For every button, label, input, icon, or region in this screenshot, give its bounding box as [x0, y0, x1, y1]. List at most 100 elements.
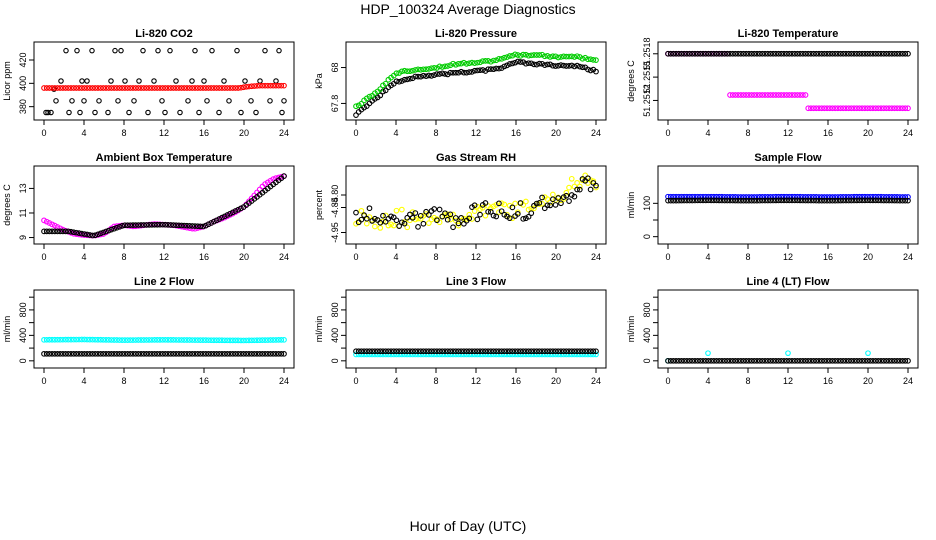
series-2-point	[43, 85, 50, 91]
series-2-point	[843, 50, 849, 57]
series-1-point	[479, 204, 486, 211]
series-2-point	[423, 66, 429, 73]
series-2-point	[173, 350, 179, 357]
series-2-point	[232, 350, 239, 357]
series-2-point	[232, 208, 239, 214]
series-2-point	[232, 85, 239, 91]
series-1-point	[442, 71, 448, 77]
series-2-point	[716, 50, 723, 57]
series-2-point	[867, 50, 874, 57]
x-tick-label: 8	[121, 252, 126, 262]
series-1-point	[590, 178, 597, 185]
series-1-point	[105, 337, 112, 343]
series-2-point	[68, 350, 74, 357]
series-2-point	[240, 84, 247, 91]
series-2-point	[832, 50, 839, 57]
series-1-point	[743, 92, 750, 98]
series-2-point	[262, 350, 268, 357]
series-2-point	[436, 206, 443, 213]
series-1-point	[227, 337, 233, 344]
series-1-point	[149, 337, 155, 343]
series-2-point	[205, 350, 212, 357]
series-2-point	[211, 85, 217, 91]
series-2-point	[740, 50, 747, 57]
series-1-point	[393, 207, 400, 214]
series-1-point	[251, 337, 258, 344]
series-2-point	[70, 85, 77, 91]
series-2-point	[200, 350, 206, 357]
series-1-point	[756, 92, 763, 98]
series-2-point	[872, 50, 879, 57]
series-2-point	[425, 212, 432, 218]
series-1-point	[883, 105, 890, 112]
series-1-point	[864, 193, 871, 200]
series-1-point	[574, 179, 580, 186]
series-2-point	[781, 197, 787, 204]
series-2-point	[568, 53, 575, 60]
series-2-point	[463, 61, 470, 67]
series-1-point	[224, 337, 231, 344]
series-2-point	[62, 350, 69, 357]
series-2-point	[665, 357, 671, 364]
series-2-point	[536, 52, 543, 58]
series-2-point	[469, 348, 475, 355]
x-tick-label: 8	[433, 128, 438, 138]
series-2-point	[442, 210, 448, 217]
series-2-point	[270, 350, 277, 357]
series-2-point	[259, 82, 266, 89]
series-2-point	[878, 50, 884, 57]
series-1-point	[824, 105, 830, 112]
series-2-point	[197, 85, 204, 91]
series-2-point	[713, 357, 720, 364]
series-1-point	[92, 109, 98, 116]
series-1-point	[748, 194, 755, 200]
series-2-point	[517, 200, 524, 206]
series-2-point	[425, 66, 432, 72]
series-2-point	[127, 350, 134, 357]
series-1-point	[813, 105, 820, 112]
series-1-point	[178, 337, 185, 343]
series-1-point	[447, 216, 454, 223]
series-1-point	[523, 198, 529, 205]
series-2-point	[781, 50, 787, 57]
series-2-point	[848, 50, 855, 57]
series-1-point	[208, 337, 215, 344]
series-2-point	[590, 57, 597, 63]
series-2-point	[92, 350, 99, 357]
series-1-point	[175, 337, 182, 343]
series-2-point	[200, 85, 206, 91]
series-2-point	[789, 357, 795, 364]
series-2-point	[702, 197, 709, 204]
series-2-point	[372, 215, 378, 222]
series-1-point	[737, 92, 744, 98]
y-tick-label: 400	[330, 328, 340, 343]
series-1-point	[867, 105, 874, 112]
x-tick-label: 4	[81, 252, 86, 262]
series-2-point	[425, 348, 432, 355]
series-1-point	[81, 98, 87, 104]
series-2-point	[856, 50, 863, 57]
series-1-point	[43, 109, 49, 116]
series-2-point	[816, 50, 822, 57]
x-tick-label: 4	[705, 252, 710, 262]
series-2-point	[442, 348, 448, 355]
series-1-point	[799, 92, 806, 98]
series-2-point	[353, 103, 359, 110]
series-1-point	[541, 62, 548, 68]
series-2-point	[124, 85, 131, 91]
series-1-point	[673, 193, 679, 200]
series-2-point	[450, 60, 456, 67]
series-2-point	[899, 357, 906, 364]
series-2-point	[409, 67, 416, 74]
series-2-point	[751, 357, 758, 364]
series-1-point	[404, 76, 411, 83]
series-1-point	[194, 337, 201, 343]
series-2-point	[746, 357, 752, 364]
series-2-point	[778, 50, 785, 57]
series-1-point	[560, 62, 567, 69]
series-2-point	[202, 350, 209, 357]
series-2-point	[878, 357, 884, 364]
series-1-point	[665, 193, 671, 200]
panel-title: Li-820 CO2	[135, 28, 192, 40]
series-2-point	[525, 348, 532, 355]
